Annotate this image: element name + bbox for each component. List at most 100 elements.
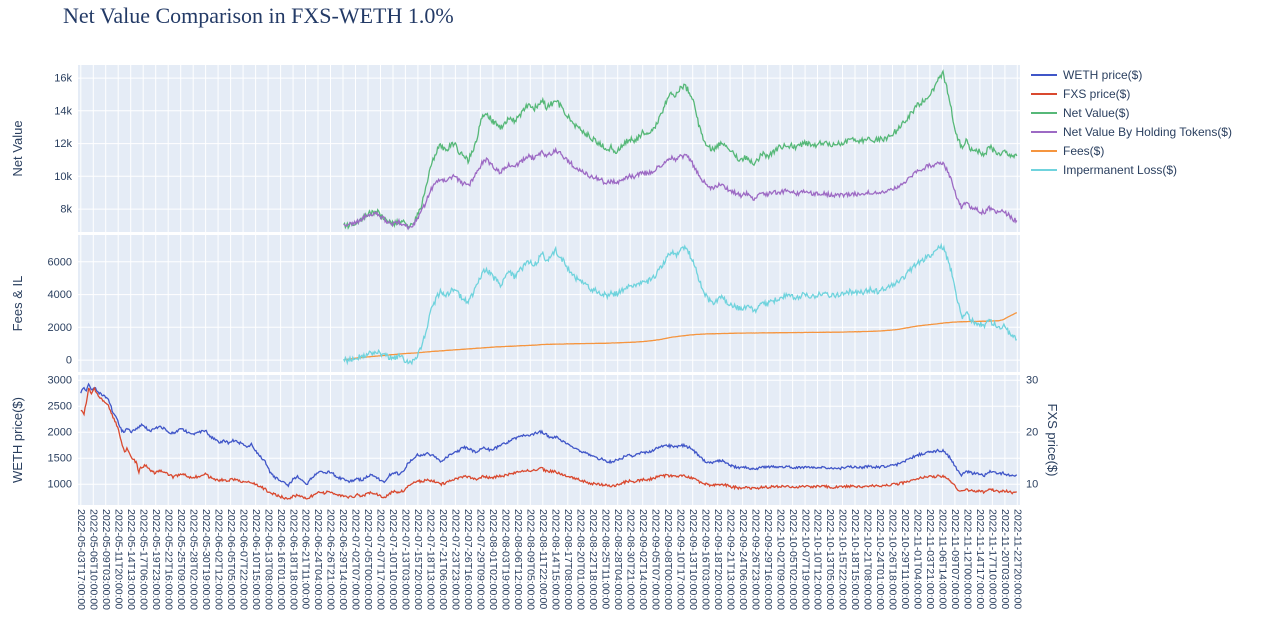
svg-text:2022-07-29T09:00:00: 2022-07-29T09:00:00 xyxy=(475,509,487,610)
legend-line-swatch-weth-icon xyxy=(1031,74,1057,76)
legend-item-net-value-holding[interactable]: Net Value By Holding Tokens($) xyxy=(1031,125,1232,139)
series-fxs-line xyxy=(80,386,1017,500)
svg-text:2022-08-14T15:00:00: 2022-08-14T15:00:00 xyxy=(550,509,562,610)
series-fees-line xyxy=(343,312,1018,361)
legend-line-swatch-net-value-icon xyxy=(1031,112,1057,114)
svg-text:2022-10-29T11:00:00: 2022-10-29T11:00:00 xyxy=(899,509,911,609)
svg-text:2022-07-15T20:00:00: 2022-07-15T20:00:00 xyxy=(412,509,424,610)
svg-text:2022-06-10T15:00:00: 2022-06-10T15:00:00 xyxy=(250,509,262,610)
svg-text:2022-06-18T18:00:00: 2022-06-18T18:00:00 xyxy=(287,509,299,610)
svg-text:2022-05-17T06:00:00: 2022-05-17T06:00:00 xyxy=(137,509,149,610)
legend-line-swatch-il-icon xyxy=(1031,169,1057,171)
svg-text:2022-10-02T09:00:00: 2022-10-02T09:00:00 xyxy=(774,509,786,610)
legend-label-il: Impermanent Loss($) xyxy=(1063,163,1178,177)
legend-line-swatch-holding-icon xyxy=(1031,131,1057,133)
svg-text:2022-08-11T22:00:00: 2022-08-11T22:00:00 xyxy=(537,509,549,609)
svg-text:2022-11-06T14:00:00: 2022-11-06T14:00:00 xyxy=(937,509,949,609)
svg-text:2022-08-28T04:00:00: 2022-08-28T04:00:00 xyxy=(612,509,624,610)
legend-item-net-value[interactable]: Net Value($) xyxy=(1031,106,1232,120)
legend-item-impermanent-loss[interactable]: Impermanent Loss($) xyxy=(1031,163,1232,177)
series-il-line xyxy=(343,242,1018,366)
svg-text:2022-07-13T03:00:00: 2022-07-13T03:00:00 xyxy=(400,509,412,610)
svg-text:2022-05-25T09:00:00: 2022-05-25T09:00:00 xyxy=(175,509,187,610)
svg-text:2022-06-24T04:00:00: 2022-06-24T04:00:00 xyxy=(312,509,324,610)
legend-label-weth: WETH price($) xyxy=(1063,68,1143,82)
legend-item-fees[interactable]: Fees($) xyxy=(1031,144,1232,158)
svg-text:2022-11-03T21:00:00: 2022-11-03T21:00:00 xyxy=(924,509,936,609)
svg-text:2022-06-21T11:00:00: 2022-06-21T11:00:00 xyxy=(300,509,312,609)
svg-text:2022-09-29T16:00:00: 2022-09-29T16:00:00 xyxy=(762,509,774,610)
svg-text:2500: 2500 xyxy=(48,401,72,413)
svg-text:2022-10-07T19:00:00: 2022-10-07T19:00:00 xyxy=(799,509,811,610)
svg-text:2022-07-18T13:00:00: 2022-07-18T13:00:00 xyxy=(425,509,437,610)
svg-text:2022-08-25T11:00:00: 2022-08-25T11:00:00 xyxy=(600,509,612,609)
svg-text:2022-07-23T23:00:00: 2022-07-23T23:00:00 xyxy=(450,509,462,610)
svg-text:2022-09-16T03:00:00: 2022-09-16T03:00:00 xyxy=(699,509,711,610)
svg-text:2022-07-10T10:00:00: 2022-07-10T10:00:00 xyxy=(387,509,399,610)
svg-text:2022-06-05T05:00:00: 2022-06-05T05:00:00 xyxy=(225,509,237,610)
legend-line-swatch-fxs-icon xyxy=(1031,93,1057,95)
svg-text:10k: 10k xyxy=(54,171,72,183)
svg-text:2022-05-30T19:00:00: 2022-05-30T19:00:00 xyxy=(200,509,212,610)
svg-text:2022-11-01T04:00:00: 2022-11-01T04:00:00 xyxy=(912,509,924,609)
svg-text:2022-09-05T07:00:00: 2022-09-05T07:00:00 xyxy=(649,509,661,610)
svg-text:0: 0 xyxy=(66,355,72,367)
svg-text:2022-10-21T08:00:00: 2022-10-21T08:00:00 xyxy=(862,509,874,610)
svg-text:2022-08-17T08:00:00: 2022-08-17T08:00:00 xyxy=(562,509,574,610)
svg-text:2022-06-29T14:00:00: 2022-06-29T14:00:00 xyxy=(337,509,349,610)
svg-text:2022-11-12T00:00:00: 2022-11-12T00:00:00 xyxy=(962,509,974,609)
svg-text:2022-09-24T06:00:00: 2022-09-24T06:00:00 xyxy=(737,509,749,610)
svg-text:2022-08-09T05:00:00: 2022-08-09T05:00:00 xyxy=(525,509,537,610)
svg-text:WETH price($): WETH price($) xyxy=(10,397,25,483)
svg-text:2022-06-07T22:00:00: 2022-06-07T22:00:00 xyxy=(237,509,249,610)
legend-label-fxs: FXS price($) xyxy=(1063,87,1131,101)
svg-text:2022-11-22T20:00:00: 2022-11-22T20:00:00 xyxy=(1012,509,1024,609)
svg-text:2022-10-10T12:00:00: 2022-10-10T12:00:00 xyxy=(812,509,824,610)
svg-text:2022-08-06T12:00:00: 2022-08-06T12:00:00 xyxy=(512,509,524,610)
svg-text:1500: 1500 xyxy=(48,453,72,465)
svg-text:2022-11-20T03:00:00: 2022-11-20T03:00:00 xyxy=(999,509,1011,609)
svg-text:2022-05-19T23:00:00: 2022-05-19T23:00:00 xyxy=(150,509,162,610)
svg-text:30: 30 xyxy=(1026,375,1038,387)
svg-text:2022-10-13T05:00:00: 2022-10-13T05:00:00 xyxy=(824,509,836,610)
svg-text:2022-07-07T17:00:00: 2022-07-07T17:00:00 xyxy=(375,509,387,610)
svg-text:2022-06-16T01:00:00: 2022-06-16T01:00:00 xyxy=(275,509,287,610)
svg-text:2022-11-14T17:00:00: 2022-11-14T17:00:00 xyxy=(974,509,986,609)
svg-text:2022-08-01T02:00:00: 2022-08-01T02:00:00 xyxy=(487,509,499,610)
svg-text:2022-11-09T07:00:00: 2022-11-09T07:00:00 xyxy=(949,509,961,609)
legend-item-fxs-price[interactable]: FXS price($) xyxy=(1031,87,1232,101)
svg-text:Net Value: Net Value xyxy=(10,120,25,176)
legend-label-holding: Net Value By Holding Tokens($) xyxy=(1063,125,1232,139)
svg-text:10: 10 xyxy=(1026,479,1038,491)
svg-text:12k: 12k xyxy=(54,138,72,150)
svg-text:2022-06-02T12:00:00: 2022-06-02T12:00:00 xyxy=(212,509,224,610)
svg-text:2022-08-03T19:00:00: 2022-08-03T19:00:00 xyxy=(500,509,512,610)
svg-text:2022-09-26T23:00:00: 2022-09-26T23:00:00 xyxy=(749,509,761,610)
legend-item-weth-price[interactable]: WETH price($) xyxy=(1031,68,1232,82)
svg-text:2022-08-30T21:00:00: 2022-08-30T21:00:00 xyxy=(624,509,636,610)
svg-text:2022-09-10T17:00:00: 2022-09-10T17:00:00 xyxy=(674,509,686,610)
svg-text:2022-09-08T00:00:00: 2022-09-08T00:00:00 xyxy=(662,509,674,610)
svg-text:2022-05-03T17:00:00: 2022-05-03T17:00:00 xyxy=(75,509,87,610)
svg-text:20: 20 xyxy=(1026,427,1038,439)
svg-text:2022-07-26T16:00:00: 2022-07-26T16:00:00 xyxy=(462,509,474,610)
legend-label-net-value: Net Value($) xyxy=(1063,106,1130,120)
svg-text:2022-05-06T10:00:00: 2022-05-06T10:00:00 xyxy=(88,509,100,610)
series-net_value_holding-line xyxy=(343,146,1018,231)
svg-text:2022-07-21T06:00:00: 2022-07-21T06:00:00 xyxy=(437,509,449,610)
svg-text:1000: 1000 xyxy=(48,479,72,491)
svg-text:14k: 14k xyxy=(54,105,72,117)
svg-text:2022-09-18T20:00:00: 2022-09-18T20:00:00 xyxy=(712,509,724,610)
y-axis-tick-labels: 8k 10k 12k 14k 16k 0 2000 4000 6000 1000 1500 2000 2… xyxy=(48,73,1039,491)
svg-text:2000: 2000 xyxy=(48,322,72,334)
svg-text:2022-11-17T10:00:00: 2022-11-17T10:00:00 xyxy=(987,509,999,609)
svg-text:2022-08-22T18:00:00: 2022-08-22T18:00:00 xyxy=(587,509,599,610)
svg-text:2022-09-21T13:00:00: 2022-09-21T13:00:00 xyxy=(724,509,736,610)
series-net_value-line xyxy=(343,69,1018,230)
svg-text:2022-05-28T02:00:00: 2022-05-28T02:00:00 xyxy=(187,509,199,610)
svg-text:2022-10-26T18:00:00: 2022-10-26T18:00:00 xyxy=(887,509,899,610)
svg-text:2022-06-13T08:00:00: 2022-06-13T08:00:00 xyxy=(262,509,274,610)
svg-text:2022-07-05T00:00:00: 2022-07-05T00:00:00 xyxy=(362,509,374,610)
